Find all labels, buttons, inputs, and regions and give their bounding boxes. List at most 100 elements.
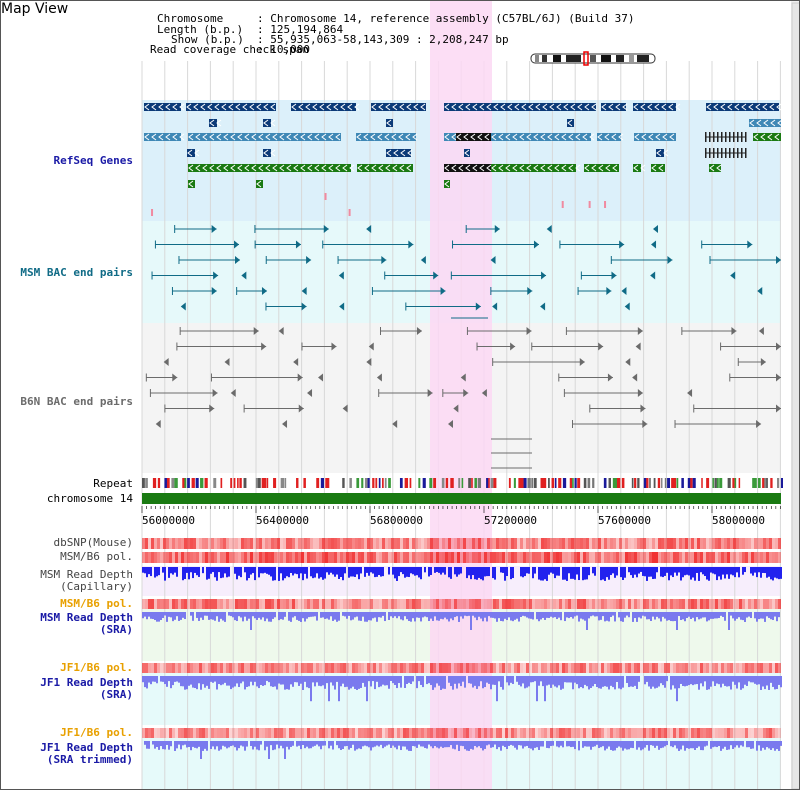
jf1-pol-1-heat	[199, 663, 202, 673]
msm-depth-sra-bar	[200, 612, 202, 618]
track-label-dbsnp[interactable]: dbSNP(Mouse)	[53, 536, 133, 549]
jf1-depth-sra-bar	[380, 676, 382, 687]
track-label-b6n-bac[interactable]: B6N BAC end pairs	[20, 395, 133, 408]
msm-pol-heat	[688, 552, 691, 563]
dbsnp-heat	[520, 538, 523, 549]
gene-strand-arrow	[561, 133, 567, 141]
msm-pol-heat	[568, 552, 571, 563]
msm-pol-heat	[517, 552, 520, 563]
jf1-pol-1-heat	[313, 663, 316, 673]
msm-pol-2-heat	[364, 599, 367, 609]
msm-pol-heat	[490, 552, 493, 563]
jf1-depth-sra-bar	[520, 676, 522, 687]
jf1-depth-trim-bar	[350, 741, 352, 748]
jf1-depth-sra-bar	[186, 676, 188, 690]
msm-depth-capillary-bar	[546, 567, 548, 581]
msm-bac-pair-arrow	[540, 302, 546, 311]
jf1-pol-1-heat	[568, 663, 571, 673]
msm-depth-capillary-bar	[236, 567, 238, 580]
jf1-depth-trim-bar	[148, 741, 150, 749]
b6n-bac-pair-arrow	[209, 404, 215, 413]
jf1-pol-2-heat	[457, 728, 460, 738]
dbsnp-heat	[682, 538, 685, 549]
dbsnp-heat	[172, 538, 175, 549]
jf1-depth-sra-bar	[678, 676, 680, 689]
refseq-gene	[633, 164, 641, 172]
msm-pol-heat	[193, 552, 196, 563]
msm-pol-heat	[361, 552, 364, 563]
track-label-msm-read-depth-sra[interactable]: MSM Read Depth (SRA)	[40, 611, 133, 636]
msm-bac-pair-arrow	[306, 256, 312, 264]
jf1-depth-trim-bar	[620, 741, 622, 748]
jf1-depth-trim-bar	[218, 741, 220, 751]
msm-depth-sra-bar	[142, 612, 144, 619]
gene-strand-arrow	[777, 119, 783, 127]
track-label-msm-bac[interactable]: MSM BAC end pairs	[20, 266, 133, 279]
jf1-pol-2-heat	[748, 728, 751, 738]
msm-pol-heat	[406, 552, 409, 563]
jf1-pol-1-heat	[181, 663, 184, 673]
jf1-depth-trim-bar	[560, 741, 562, 746]
gene-strand-arrow	[589, 133, 595, 141]
jf1-pol-2-heat	[157, 728, 160, 738]
track-label-jf1-b6-pol-1[interactable]: JF1/B6 pol.	[60, 661, 133, 674]
track-label-msm-b6-pol-2[interactable]: MSM/B6 pol.	[60, 597, 133, 610]
track-label-jf1-read-depth-sra[interactable]: JF1 Read Depth (SRA)	[40, 676, 133, 701]
jf1-pol-2-heat	[730, 728, 733, 738]
jf1-depth-sra-bar	[712, 676, 714, 682]
b6n-bac-pair-arrow	[448, 420, 454, 428]
track-label-msm-b6-pol-1[interactable]: MSM/B6 pol.	[60, 550, 133, 563]
jf1-depth-trim-bar	[228, 741, 230, 748]
dbsnp-heat	[175, 538, 178, 549]
msm-depth-capillary-bar	[168, 567, 170, 578]
jf1-depth-trim-bar	[360, 741, 362, 750]
jf1-pol-2-heat	[352, 728, 355, 738]
jf1-depth-trim-bar	[194, 741, 196, 748]
jf1-pol-1-heat	[142, 663, 145, 673]
repeat-element	[356, 478, 360, 488]
track-label-jf1-b6-pol-2[interactable]: JF1/B6 pol.	[60, 726, 133, 739]
jf1-pol-2-heat	[487, 728, 490, 738]
gene-strand-arrow	[456, 133, 462, 141]
dbsnp-heat	[211, 538, 214, 549]
jf1-depth-sra-bar	[166, 676, 168, 687]
track-label-jf1-read-depth-sra-trimmed[interactable]: JF1 Read Depth (SRA trimmed)	[40, 741, 133, 766]
msm-depth-sra-bar	[146, 612, 148, 620]
msm-depth-capillary-bar	[700, 567, 702, 573]
gene-strand-arrow	[195, 133, 201, 141]
msm-depth-sra-bar	[728, 612, 730, 630]
jf1-depth-trim-bar	[190, 741, 192, 751]
gene-strand-arrow	[244, 133, 250, 141]
jf1-depth-sra-bar	[770, 676, 772, 683]
dbsnp-heat	[658, 538, 661, 549]
gene-strand-arrow	[384, 133, 390, 141]
track-label-refseq-genes[interactable]: RefSeq Genes	[53, 154, 133, 167]
msm-depth-sra-bar	[572, 612, 574, 619]
gene-strand-arrow	[769, 103, 775, 111]
jf1-pol-2-heat	[400, 728, 403, 738]
jf1-depth-trim-bar	[524, 741, 526, 747]
track-label-msm-read-depth-capillary[interactable]: MSM Read Depth (Capillary)	[40, 568, 133, 593]
msm-depth-capillary-bar	[334, 567, 336, 577]
jf1-pol-1-heat	[772, 663, 775, 673]
gene-strand-arrow	[244, 164, 250, 172]
b6n-bac-pair-arrow	[460, 373, 466, 382]
msm-pol-2-heat	[580, 599, 583, 609]
msm-pol-2-heat	[637, 599, 640, 609]
msm-pol-2-heat	[724, 599, 727, 609]
jf1-depth-sra-bar	[312, 676, 314, 683]
msm-depth-sra-bar	[430, 612, 432, 619]
jf1-pol-1-heat	[502, 663, 505, 673]
msm-pol-2-heat	[613, 599, 616, 609]
dbsnp-heat	[457, 538, 460, 549]
jf1-depth-trim-bar	[462, 741, 464, 747]
jf1-depth-sra-bar	[494, 676, 496, 685]
b6n-bac-pair-arrow	[731, 327, 737, 335]
jf1-depth-sra-bar	[660, 676, 662, 684]
msm-bac-pair-arrow	[440, 287, 446, 295]
gene-strand-arrow	[554, 164, 560, 172]
msm-bac-pair-arrow	[619, 240, 625, 249]
msm-depth-sra-bar	[234, 612, 236, 621]
msm-depth-capillary-bar	[662, 567, 664, 578]
